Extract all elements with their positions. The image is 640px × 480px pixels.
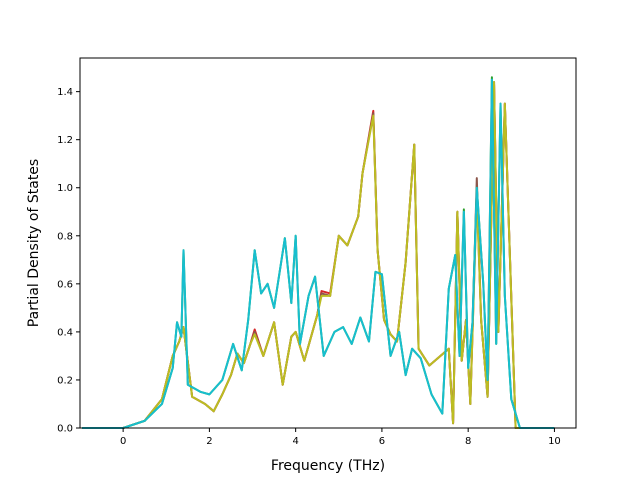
x-tick-label: 10 bbox=[548, 436, 561, 447]
series-layer bbox=[82, 76, 555, 429]
y-tick-label: 1.2 bbox=[57, 135, 73, 146]
x-tick-label: 6 bbox=[379, 436, 385, 447]
x-tick-label: 4 bbox=[292, 436, 298, 447]
x-axis-label: Frequency (THz) bbox=[271, 458, 385, 474]
y-tick-label: 1.0 bbox=[57, 183, 73, 194]
x-tick-label: 2 bbox=[206, 436, 212, 447]
y-axis-label: Partial Density of States bbox=[26, 159, 42, 327]
y-tick-label: 0.6 bbox=[57, 279, 73, 290]
series-line-5 bbox=[82, 78, 555, 429]
x-axis: 0 2 4 6 8 10 bbox=[120, 428, 561, 447]
y-axis: 0.0 0.2 0.4 0.6 0.8 1.0 1.2 1.4 bbox=[57, 87, 80, 435]
x-tick-label: 8 bbox=[465, 436, 471, 447]
y-tick-label: 1.4 bbox=[57, 87, 73, 98]
y-tick-label: 0.0 bbox=[57, 424, 73, 435]
axes-frame bbox=[79, 57, 577, 429]
x-tick-label: 0 bbox=[120, 436, 126, 447]
y-tick-label: 0.8 bbox=[57, 231, 73, 242]
y-tick-label: 0.4 bbox=[57, 327, 73, 338]
y-tick-label: 0.2 bbox=[57, 375, 73, 386]
